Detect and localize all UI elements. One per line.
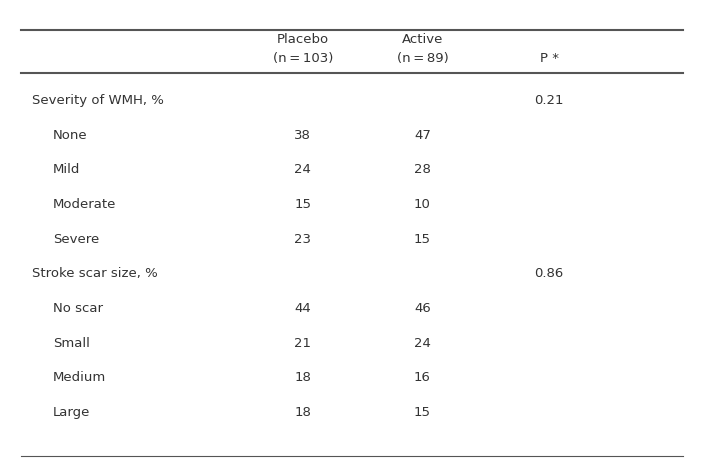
Text: 10: 10	[414, 198, 431, 211]
Text: 44: 44	[294, 302, 311, 315]
Text: Large: Large	[53, 406, 90, 419]
Text: P *: P *	[540, 52, 558, 65]
Text: Stroke scar size, %: Stroke scar size, %	[32, 267, 158, 280]
Text: Severity of WMH, %: Severity of WMH, %	[32, 94, 163, 107]
Text: No scar: No scar	[53, 302, 103, 315]
Text: 24: 24	[414, 336, 431, 350]
Text: 28: 28	[414, 163, 431, 176]
Text: Placebo: Placebo	[277, 33, 329, 46]
Text: (n = 89): (n = 89)	[396, 52, 448, 65]
Text: Severe: Severe	[53, 233, 99, 246]
Text: (n = 103): (n = 103)	[272, 52, 333, 65]
Text: 0.21: 0.21	[534, 94, 564, 107]
Text: 18: 18	[294, 406, 311, 419]
Text: 15: 15	[294, 198, 311, 211]
Text: 15: 15	[414, 406, 431, 419]
Text: 38: 38	[294, 129, 311, 142]
Text: Mild: Mild	[53, 163, 80, 176]
Text: Moderate: Moderate	[53, 198, 116, 211]
Text: 0.86: 0.86	[534, 267, 564, 280]
Text: 18: 18	[294, 371, 311, 384]
Text: Medium: Medium	[53, 371, 106, 384]
Text: 46: 46	[414, 302, 431, 315]
Text: 23: 23	[294, 233, 311, 246]
Text: Active: Active	[402, 33, 443, 46]
Text: Small: Small	[53, 336, 89, 350]
Text: 47: 47	[414, 129, 431, 142]
Text: 21: 21	[294, 336, 311, 350]
Text: 24: 24	[294, 163, 311, 176]
Text: 15: 15	[414, 233, 431, 246]
Text: 16: 16	[414, 371, 431, 384]
Text: None: None	[53, 129, 87, 142]
